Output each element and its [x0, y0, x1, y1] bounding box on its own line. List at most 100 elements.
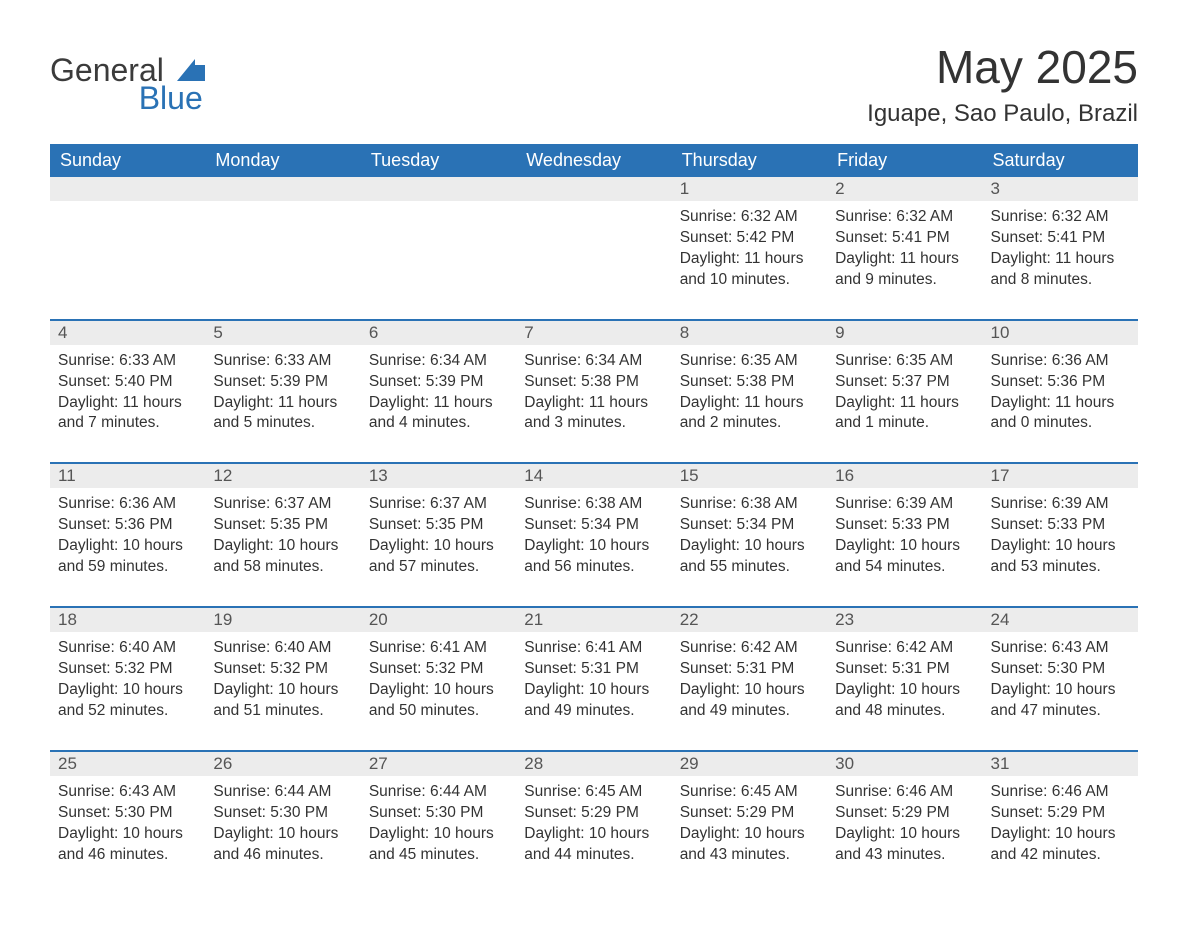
daylight-text: Daylight: 11 hours and 0 minutes.: [991, 393, 1130, 435]
day-number: 23: [827, 608, 982, 632]
sunset-text: Sunset: 5:37 PM: [835, 372, 974, 393]
daylight-text: Daylight: 10 hours and 43 minutes.: [680, 824, 819, 866]
sunrise-text: Sunrise: 6:44 AM: [213, 782, 352, 803]
day-number: 1: [672, 177, 827, 201]
day-number: 10: [983, 321, 1138, 345]
day-detail: Sunrise: 6:43 AMSunset: 5:30 PMDaylight:…: [983, 632, 1138, 750]
day-detail: Sunrise: 6:41 AMSunset: 5:32 PMDaylight:…: [361, 632, 516, 750]
day-detail: Sunrise: 6:33 AMSunset: 5:39 PMDaylight:…: [205, 345, 360, 463]
daylight-text: Daylight: 11 hours and 3 minutes.: [524, 393, 663, 435]
day-detail: Sunrise: 6:34 AMSunset: 5:39 PMDaylight:…: [361, 345, 516, 463]
sunset-text: Sunset: 5:30 PM: [58, 803, 197, 824]
daylight-text: Daylight: 11 hours and 10 minutes.: [680, 249, 819, 291]
weekday-header-row: Sunday Monday Tuesday Wednesday Thursday…: [50, 144, 1138, 177]
day-detail-row: Sunrise: 6:40 AMSunset: 5:32 PMDaylight:…: [50, 632, 1138, 750]
sunrise-text: Sunrise: 6:35 AM: [680, 351, 819, 372]
day-number-row: 18 19 20 21 22 23 24: [50, 608, 1138, 632]
sunset-text: Sunset: 5:32 PM: [58, 659, 197, 680]
sunrise-text: Sunrise: 6:33 AM: [213, 351, 352, 372]
daylight-text: Daylight: 11 hours and 4 minutes.: [369, 393, 508, 435]
location-subtitle: Iguape, Sao Paulo, Brazil: [867, 100, 1138, 128]
day-number: 7: [516, 321, 671, 345]
sunrise-text: Sunrise: 6:40 AM: [213, 638, 352, 659]
sunset-text: Sunset: 5:39 PM: [213, 372, 352, 393]
sunset-text: Sunset: 5:32 PM: [213, 659, 352, 680]
daylight-text: Daylight: 10 hours and 46 minutes.: [213, 824, 352, 866]
daylight-text: Daylight: 10 hours and 45 minutes.: [369, 824, 508, 866]
sunset-text: Sunset: 5:29 PM: [680, 803, 819, 824]
title-block: May 2025 Iguape, Sao Paulo, Brazil: [867, 30, 1138, 138]
sunset-text: Sunset: 5:30 PM: [213, 803, 352, 824]
daylight-text: Daylight: 10 hours and 57 minutes.: [369, 536, 508, 578]
day-detail: Sunrise: 6:43 AMSunset: 5:30 PMDaylight:…: [50, 776, 205, 894]
sunset-text: Sunset: 5:32 PM: [369, 659, 508, 680]
day-detail: Sunrise: 6:32 AM Sunset: 5:41 PM Dayligh…: [827, 201, 982, 319]
day-detail: Sunrise: 6:35 AMSunset: 5:38 PMDaylight:…: [672, 345, 827, 463]
day-detail: [205, 201, 360, 319]
day-number: 9: [827, 321, 982, 345]
daylight-text: Daylight: 10 hours and 55 minutes.: [680, 536, 819, 578]
day-detail-row: Sunrise: 6:43 AMSunset: 5:30 PMDaylight:…: [50, 776, 1138, 894]
day-detail: Sunrise: 6:45 AMSunset: 5:29 PMDaylight:…: [672, 776, 827, 894]
sunset-text: Sunset: 5:31 PM: [835, 659, 974, 680]
sunset-text: Sunset: 5:38 PM: [680, 372, 819, 393]
day-detail: Sunrise: 6:42 AMSunset: 5:31 PMDaylight:…: [827, 632, 982, 750]
day-number: 31: [983, 752, 1138, 776]
day-number: [50, 177, 205, 201]
sunrise-text: Sunrise: 6:35 AM: [835, 351, 974, 372]
sunrise-text: Sunrise: 6:43 AM: [991, 638, 1130, 659]
daylight-text: Daylight: 11 hours and 1 minute.: [835, 393, 974, 435]
daylight-text: Daylight: 10 hours and 58 minutes.: [213, 536, 352, 578]
weekday-header: Sunday: [50, 144, 205, 177]
day-number-row: 4 5 6 7 8 9 10: [50, 321, 1138, 345]
sunrise-text: Sunrise: 6:32 AM: [680, 207, 819, 228]
day-number: 21: [516, 608, 671, 632]
day-detail: Sunrise: 6:46 AMSunset: 5:29 PMDaylight:…: [983, 776, 1138, 894]
sunrise-text: Sunrise: 6:37 AM: [213, 494, 352, 515]
daylight-text: Daylight: 10 hours and 48 minutes.: [835, 680, 974, 722]
day-number: 25: [50, 752, 205, 776]
sunset-text: Sunset: 5:39 PM: [369, 372, 508, 393]
sunrise-text: Sunrise: 6:46 AM: [835, 782, 974, 803]
sunset-text: Sunset: 5:33 PM: [991, 515, 1130, 536]
day-detail: Sunrise: 6:44 AMSunset: 5:30 PMDaylight:…: [361, 776, 516, 894]
weekday-header: Thursday: [672, 144, 827, 177]
daylight-text: Daylight: 10 hours and 50 minutes.: [369, 680, 508, 722]
logo-text: General Blue: [50, 54, 205, 114]
day-detail: Sunrise: 6:42 AMSunset: 5:31 PMDaylight:…: [672, 632, 827, 750]
daylight-text: Daylight: 10 hours and 49 minutes.: [524, 680, 663, 722]
sunrise-text: Sunrise: 6:39 AM: [991, 494, 1130, 515]
sunrise-text: Sunrise: 6:45 AM: [524, 782, 663, 803]
day-detail: Sunrise: 6:39 AMSunset: 5:33 PMDaylight:…: [827, 488, 982, 606]
day-detail-row: Sunrise: 6:32 AM Sunset: 5:42 PM Dayligh…: [50, 201, 1138, 319]
day-detail: [516, 201, 671, 319]
sunrise-text: Sunrise: 6:42 AM: [835, 638, 974, 659]
daylight-text: Daylight: 11 hours and 8 minutes.: [991, 249, 1130, 291]
day-number: 24: [983, 608, 1138, 632]
day-detail: Sunrise: 6:32 AM Sunset: 5:42 PM Dayligh…: [672, 201, 827, 319]
calendar-body: 1 2 3 Sunrise: 6:32 AM Sunset: 5:42 PM D…: [50, 177, 1138, 893]
daylight-text: Daylight: 10 hours and 56 minutes.: [524, 536, 663, 578]
sunset-text: Sunset: 5:40 PM: [58, 372, 197, 393]
sunset-text: Sunset: 5:30 PM: [991, 659, 1130, 680]
day-detail: Sunrise: 6:41 AMSunset: 5:31 PMDaylight:…: [516, 632, 671, 750]
sunset-text: Sunset: 5:33 PM: [835, 515, 974, 536]
calendar-table: Sunday Monday Tuesday Wednesday Thursday…: [50, 144, 1138, 893]
day-number: 29: [672, 752, 827, 776]
day-detail: Sunrise: 6:32 AM Sunset: 5:41 PM Dayligh…: [983, 201, 1138, 319]
day-number: 19: [205, 608, 360, 632]
day-number: [361, 177, 516, 201]
sunrise-text: Sunrise: 6:36 AM: [991, 351, 1130, 372]
sunrise-text: Sunrise: 6:34 AM: [524, 351, 663, 372]
day-detail: Sunrise: 6:37 AMSunset: 5:35 PMDaylight:…: [361, 488, 516, 606]
daylight-text: Daylight: 11 hours and 9 minutes.: [835, 249, 974, 291]
sunrise-text: Sunrise: 6:41 AM: [524, 638, 663, 659]
day-number: 17: [983, 464, 1138, 488]
calendar-page: General Blue May 2025 Iguape, Sao Paulo,…: [0, 0, 1188, 933]
day-number: 3: [983, 177, 1138, 201]
day-detail: Sunrise: 6:46 AMSunset: 5:29 PMDaylight:…: [827, 776, 982, 894]
day-number: 4: [50, 321, 205, 345]
sunrise-text: Sunrise: 6:40 AM: [58, 638, 197, 659]
sunset-text: Sunset: 5:29 PM: [991, 803, 1130, 824]
daylight-text: Daylight: 10 hours and 53 minutes.: [991, 536, 1130, 578]
